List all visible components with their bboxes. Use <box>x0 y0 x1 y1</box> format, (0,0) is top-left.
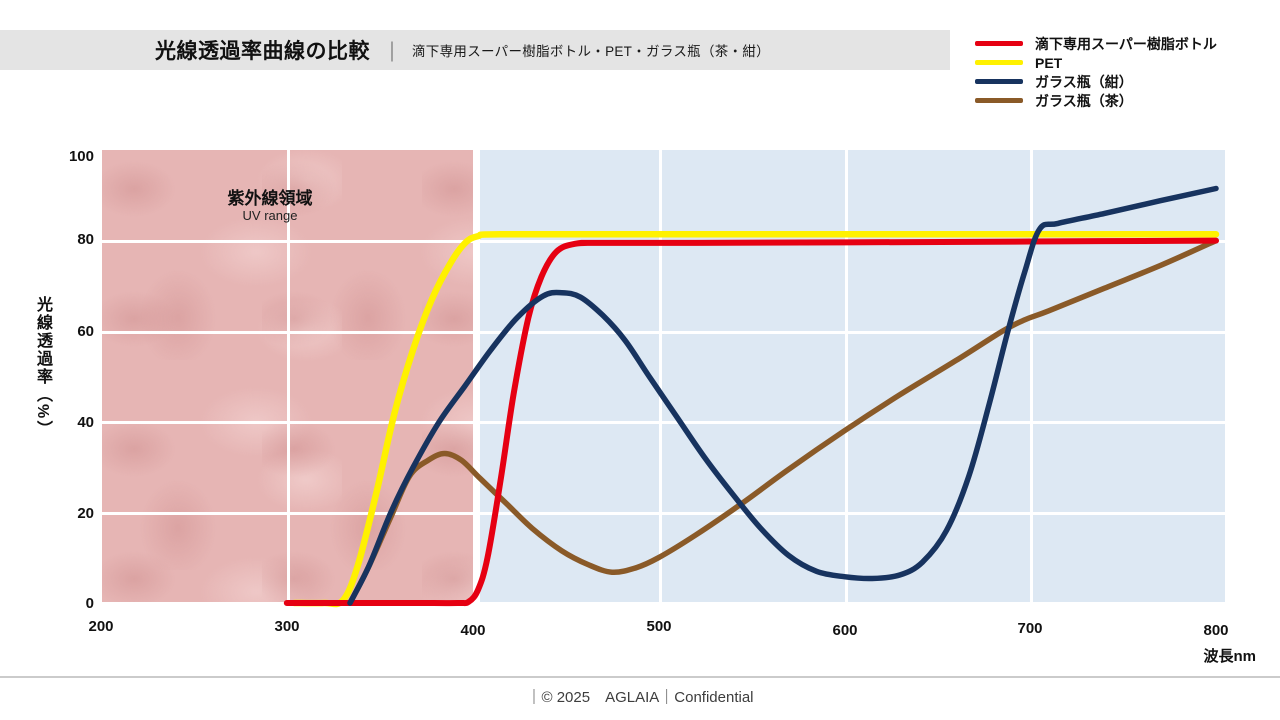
x-tick-800: 800 <box>1203 622 1229 639</box>
uv-region-sublabel: UV range <box>242 208 298 223</box>
gridline-x-600 <box>845 150 848 602</box>
legend-item-glass-navy: ガラス瓶（紺） <box>975 72 1217 91</box>
y-tick-40: 40 <box>77 414 94 431</box>
legend-swatch-resin <box>975 41 1023 46</box>
gridline-x-500 <box>659 150 662 602</box>
legend-swatch-glass-navy <box>975 79 1023 84</box>
y-tick-60: 60 <box>77 323 94 340</box>
y-tick-100: 100 <box>68 148 94 165</box>
x-tick-200: 200 <box>88 618 114 635</box>
title-divider: ｜ <box>382 41 402 64</box>
gridline-y-20 <box>102 512 1225 515</box>
y-tick-0: 0 <box>85 595 94 612</box>
x-tick-700: 700 <box>1017 620 1043 637</box>
x-tick-600: 600 <box>832 622 858 639</box>
page-subtitle: 滴下専用スーパー樹脂ボトル・PET・ガラス瓶（茶・紺） <box>412 44 770 59</box>
gridline-y-80 <box>102 240 1225 243</box>
x-tick-400: 400 <box>460 622 486 639</box>
y-tick-20: 20 <box>77 505 94 522</box>
legend-swatch-glass-brown <box>975 98 1023 103</box>
x-axis-title: 波長nm <box>1203 648 1256 665</box>
chart-legend: 滴下専用スーパー樹脂ボトル PET ガラス瓶（紺） ガラス瓶（茶） <box>975 34 1217 110</box>
uv-region-label: 紫外線領域 <box>227 189 313 208</box>
x-tick-300: 300 <box>274 618 300 635</box>
gridline-x-700 <box>1030 150 1033 602</box>
visible-light-region <box>480 150 1225 602</box>
legend-item-pet: PET <box>975 53 1217 72</box>
legend-swatch-pet <box>975 60 1023 65</box>
gridline-y-40 <box>102 421 1225 424</box>
legend-label: ガラス瓶（茶） <box>1035 92 1133 109</box>
footer-copyright: ｜© 2025 AGLAIA｜Confidential <box>526 689 754 706</box>
legend-label: PET <box>1035 54 1063 71</box>
legend-label: ガラス瓶（紺） <box>1035 73 1133 90</box>
page-title: 光線透過率曲線の比較 <box>155 40 370 63</box>
legend-label: 滴下専用スーパー樹脂ボトル <box>1035 35 1217 52</box>
legend-item-resin: 滴下専用スーパー樹脂ボトル <box>975 34 1217 53</box>
y-axis-title: 光線透過率（%） <box>34 296 51 439</box>
footer-divider <box>0 676 1280 678</box>
legend-item-glass-brown: ガラス瓶（茶） <box>975 91 1217 110</box>
gridline-y-60 <box>102 331 1225 334</box>
title-band: 光線透過率曲線の比較 ｜ 滴下専用スーパー樹脂ボトル・PET・ガラス瓶（茶・紺） <box>0 30 950 70</box>
x-tick-500: 500 <box>646 618 672 635</box>
y-tick-80: 80 <box>77 231 94 248</box>
